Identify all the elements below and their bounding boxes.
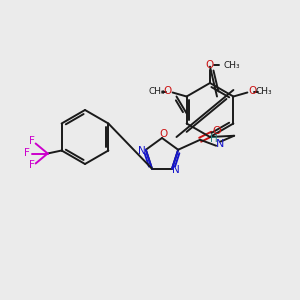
Text: CH₃: CH₃ — [255, 87, 272, 96]
Text: O: O — [213, 126, 221, 136]
Text: F: F — [29, 160, 34, 170]
Text: N: N — [216, 139, 224, 149]
Text: O: O — [248, 86, 256, 97]
Text: O: O — [164, 86, 172, 97]
Text: CH₃: CH₃ — [223, 61, 240, 70]
Text: F: F — [24, 148, 30, 158]
Text: CH₃: CH₃ — [148, 87, 165, 96]
Text: O: O — [159, 129, 167, 139]
Text: H: H — [210, 134, 218, 144]
Text: O: O — [206, 60, 214, 70]
Text: N: N — [172, 165, 180, 175]
Text: F: F — [29, 136, 34, 146]
Text: N: N — [138, 146, 146, 156]
